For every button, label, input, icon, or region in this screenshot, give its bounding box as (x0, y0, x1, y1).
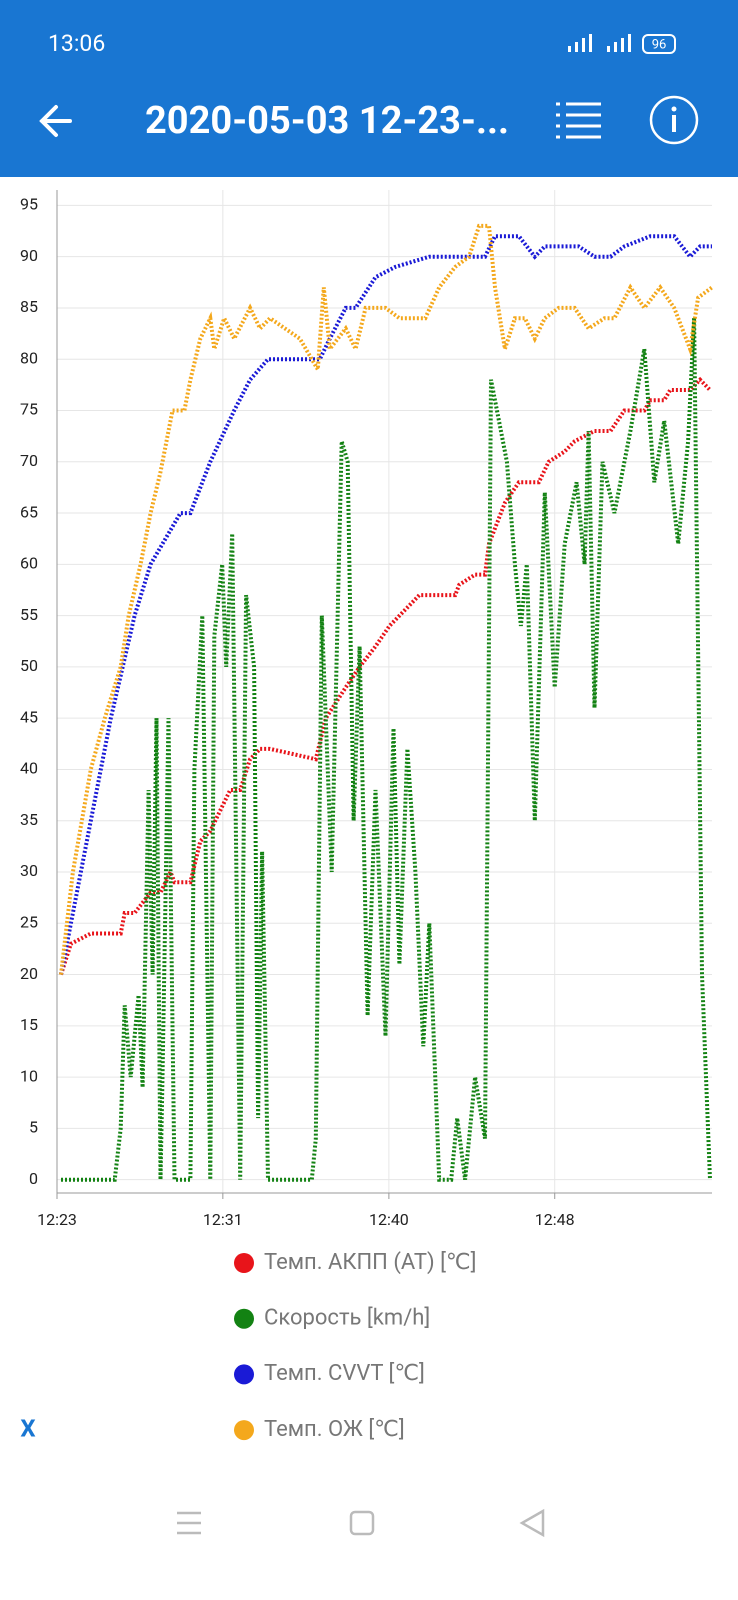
app-bar (0, 0, 738, 177)
legend-swatch (234, 1364, 254, 1385)
series-line (59, 376, 712, 976)
y-tick-label: 20 (20, 964, 38, 983)
status-time: 13:06 (48, 30, 105, 57)
y-tick-label: 70 (20, 451, 38, 470)
legend-label: Темп. АКПП (AT) [℃] (264, 1250, 476, 1275)
x-tick-label: 12:48 (535, 1210, 575, 1229)
legend-label: Темп. CVVT [℃] (264, 1361, 425, 1386)
nav-bar (177, 1508, 545, 1538)
y-tick-label: 25 (20, 912, 38, 931)
y-tick-label: 15 (20, 1015, 38, 1034)
legend-label: Скорость [km/h] (264, 1306, 430, 1331)
series-line (59, 234, 712, 975)
x-tick-label: 12:23 (37, 1210, 77, 1229)
info-button[interactable] (649, 95, 699, 145)
x-tick-label: 12:40 (369, 1210, 409, 1229)
y-tick-label: 35 (20, 810, 38, 829)
title: 2020-05-03 12-23-... (145, 99, 509, 143)
legend-label: Темп. ОЖ [℃] (264, 1417, 405, 1442)
y-tick-label: 90 (20, 246, 38, 265)
series-line (59, 223, 714, 975)
y-tick-label: 50 (20, 656, 38, 675)
y-tick-label: 5 (29, 1118, 38, 1137)
x-tick-label: 12:31 (203, 1210, 243, 1229)
y-tick-label: 95 (20, 195, 38, 214)
y-tick-label: 10 (20, 1066, 38, 1085)
y-tick-label: 40 (20, 759, 38, 778)
y-tick-label: 55 (20, 605, 38, 624)
y-tick-label: 30 (20, 861, 38, 880)
list-button[interactable] (556, 102, 601, 139)
series-line (61, 318, 712, 1182)
legend-swatch (234, 1308, 254, 1329)
legend-swatch (234, 1420, 254, 1441)
y-tick-label: 45 (20, 707, 38, 726)
y-tick-label: 75 (20, 400, 38, 419)
signal-icons (568, 34, 631, 52)
battery-level: 96 (652, 37, 667, 52)
y-tick-label: 85 (20, 297, 38, 316)
y-tick-label: 0 (29, 1169, 38, 1188)
y-tick-label: 60 (20, 554, 38, 573)
back-button[interactable] (39, 105, 72, 137)
legend-swatch (234, 1253, 254, 1273)
chart: 0 5 10 15 20 25 30 35 40 45 50 55 60 65 70 75 80 85 90 95 12… (20, 190, 714, 1229)
y-tick-label: 65 (20, 502, 38, 521)
battery (642, 34, 676, 54)
close-legend[interactable]: X (20, 1414, 35, 1442)
y-tick-label: 80 (20, 348, 38, 367)
